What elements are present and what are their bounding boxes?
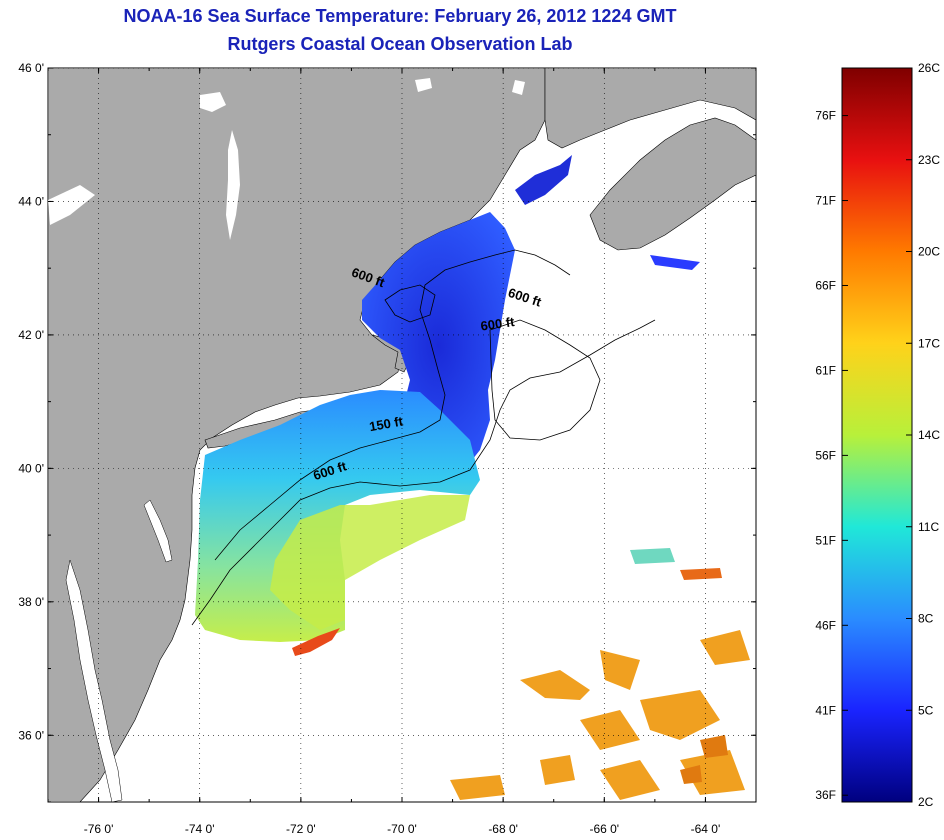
sst-offshore-patches — [450, 630, 750, 800]
fahrenheit-label: 46F — [815, 618, 836, 632]
land-nova-scotia — [589, 117, 756, 251]
longitude-label: -64 0' — [691, 822, 721, 836]
fahrenheit-label: 51F — [815, 533, 836, 547]
delaware-bay — [143, 499, 173, 563]
longitude-label: -68 0' — [488, 822, 518, 836]
fahrenheit-label: 71F — [815, 194, 836, 208]
contour-label: 600 ft — [480, 314, 516, 334]
longitude-label: -70 0' — [387, 822, 417, 836]
fahrenheit-label: 76F — [815, 109, 836, 123]
longitude-labels: -76 0' -74 0' -72 0' -70 0' -68 0' -66 0' -64 … — [47, 68, 757, 836]
celsius-label: 23C — [918, 153, 940, 167]
latitude-label: 42 0' — [18, 328, 44, 342]
land-new-brunswick — [544, 68, 756, 149]
celsius-label: 20C — [918, 245, 940, 259]
latitude-label: 44 0' — [18, 194, 44, 208]
fahrenheit-label: 36F — [815, 788, 836, 802]
celsius-label: 14C — [918, 428, 940, 442]
sst-gulf-of-maine — [362, 212, 515, 480]
bathymetry-contours — [191, 249, 656, 626]
color-scale-bar — [841, 67, 913, 803]
fahrenheit-label: 56F — [815, 448, 836, 462]
map-title: NOAA-16 Sea Surface Temperature: Februar… — [123, 6, 677, 26]
celsius-label: 17C — [918, 336, 940, 350]
celsius-label: 5C — [918, 703, 934, 717]
latitude-labels: 46 0' 44 0' 42 0' 40 0' 38 0' 36 0' — [18, 61, 756, 803]
fahrenheit-label: 66F — [815, 278, 836, 292]
fahrenheit-label: 61F — [815, 363, 836, 377]
fahrenheit-label: 41F — [815, 703, 836, 717]
latitude-label: 38 0' — [18, 595, 44, 609]
longitude-label: -72 0' — [286, 822, 316, 836]
celsius-label: 2C — [918, 795, 934, 809]
longitude-label: -76 0' — [84, 822, 114, 836]
contour-label: 150 ft — [368, 413, 405, 434]
map-subtitle: Rutgers Coastal Ocean Observation Lab — [227, 34, 573, 54]
longitude-label: -66 0' — [589, 822, 619, 836]
celsius-label: 26C — [918, 61, 940, 75]
latitude-label: 36 0' — [18, 728, 44, 742]
latitude-label: 40 0' — [18, 461, 44, 475]
lake-champlain — [226, 130, 240, 240]
graticule — [48, 68, 756, 802]
latitude-label: 46 0' — [18, 61, 44, 75]
celsius-label: 11C — [918, 520, 939, 534]
sst-shelf-yellow — [270, 495, 470, 630]
longitude-label: -74 0' — [185, 822, 215, 836]
chesapeake-bay — [65, 559, 123, 802]
land-us-mainland — [48, 68, 546, 802]
celsius-label: 8C — [918, 612, 934, 626]
